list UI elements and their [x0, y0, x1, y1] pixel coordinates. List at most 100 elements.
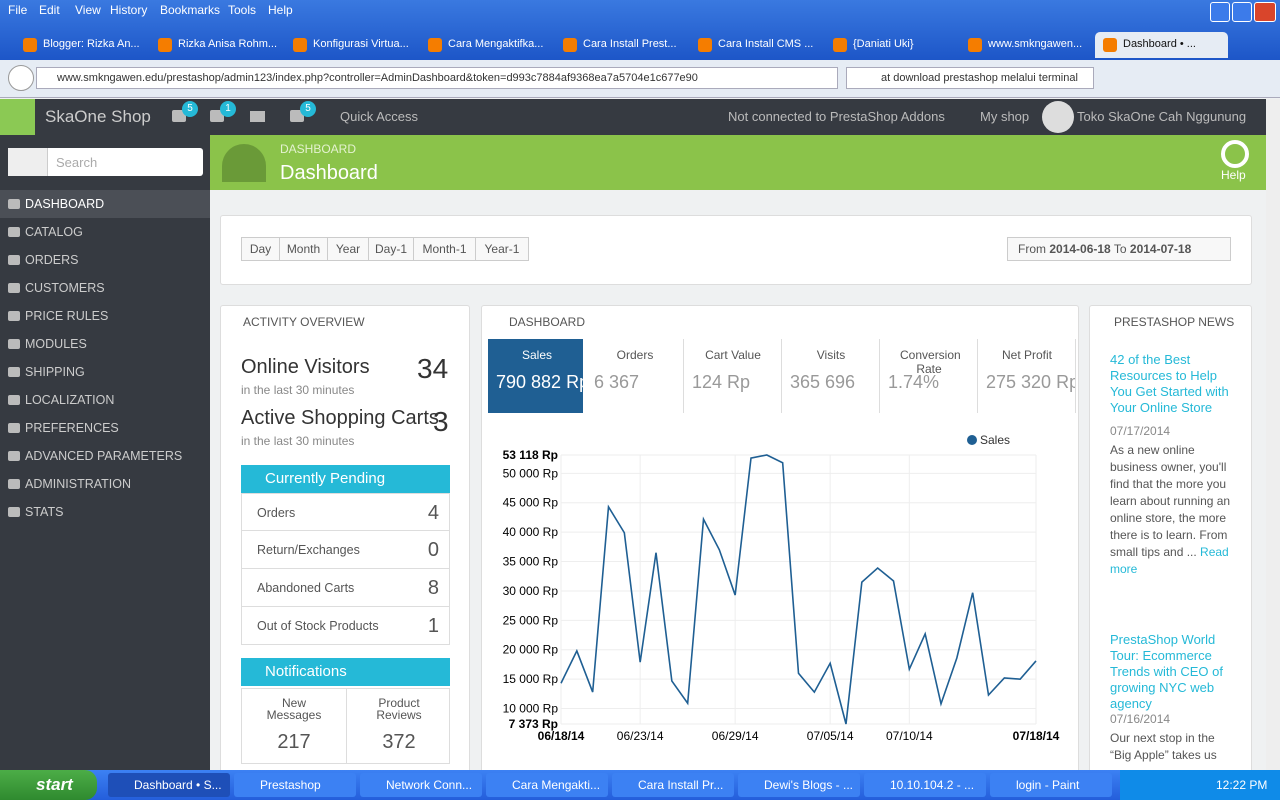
- tab[interactable]: {Daniati Uki}: [825, 32, 958, 58]
- pending-row[interactable]: Out of Stock Products 1: [241, 607, 450, 645]
- date-range-picker[interactable]: From 2014-06-18 To 2014-07-18: [1007, 237, 1231, 261]
- y-tick-label: 45 000 Rp: [503, 496, 559, 510]
- tab[interactable]: Cara Install CMS ...: [690, 32, 823, 58]
- sidebar-label: STATS: [25, 505, 64, 519]
- tab-icon: [968, 38, 982, 52]
- tab-label: Cara Install CMS ...: [718, 38, 814, 50]
- y-tick-label: 20 000 Rp: [503, 643, 559, 657]
- pending-row[interactable]: Return/Exchanges 0: [241, 531, 450, 569]
- tab-label: Konfigurasi Virtua...: [313, 38, 409, 50]
- visitors-sub: in the last 30 minutes: [241, 383, 355, 397]
- sidebar-search[interactable]: Search: [8, 148, 203, 176]
- mail-icon[interactable]: [250, 111, 265, 122]
- tab[interactable]: Blogger: Rizka An...: [15, 32, 148, 58]
- tab[interactable]: Cara Install Prest...: [555, 32, 688, 58]
- tab[interactable]: Cara Mengaktifka...: [420, 32, 553, 58]
- x-tick-label: 07/10/14: [886, 729, 933, 743]
- menu-item[interactable]: File: [8, 3, 28, 17]
- date-button[interactable]: Year-1: [475, 237, 529, 261]
- start-button[interactable]: start: [0, 770, 97, 800]
- scrollbar[interactable]: [1266, 99, 1280, 770]
- menu-item[interactable]: Bookmarks: [160, 3, 221, 17]
- menu-item[interactable]: Edit: [39, 3, 60, 17]
- sidebar-item[interactable]: DASHBOARD: [0, 190, 210, 218]
- help-label[interactable]: Help: [1221, 168, 1246, 182]
- news-title: PRESTASHOP NEWS: [1114, 315, 1235, 329]
- date-button[interactable]: Day: [241, 237, 280, 261]
- kpi[interactable]: Cart Value 124 Rp: [684, 339, 782, 413]
- user-name[interactable]: Toko SkaOne Cah Nggunung: [1077, 109, 1247, 124]
- tab[interactable]: Rizka Anisa Rohm...: [150, 32, 283, 58]
- notifications-header[interactable]: Notifications: [241, 658, 450, 686]
- window-controls[interactable]: [1210, 2, 1278, 22]
- notification-item[interactable]: Product Reviews 372: [346, 689, 450, 763]
- date-button[interactable]: Month: [279, 237, 328, 261]
- tab[interactable]: Konfigurasi Virtua...: [285, 32, 418, 58]
- sidebar-icon: [8, 311, 20, 321]
- menu-item[interactable]: View: [75, 3, 101, 17]
- pending-row[interactable]: Orders 4: [241, 493, 450, 531]
- url-field[interactable]: www.smkngawen.edu/prestashop/admin123/in…: [36, 67, 838, 89]
- menu-item[interactable]: Tools: [228, 3, 257, 17]
- news-list: 42 of the Best Resources to Help You Get…: [1110, 352, 1232, 772]
- sidebar-item[interactable]: LOCALIZATION: [0, 386, 210, 414]
- notification-item[interactable]: New Messages 217: [242, 689, 346, 763]
- kpi[interactable]: Conversion Rate 1.74%: [880, 339, 978, 413]
- taskbar-item[interactable]: Cara Install Pr...: [612, 773, 734, 797]
- kpi[interactable]: Orders 6 367: [586, 339, 684, 413]
- kpi-value: 124 Rp: [692, 372, 751, 392]
- kpi-value: 365 696: [790, 372, 856, 392]
- tab[interactable]: www.smkngawen...: [960, 32, 1093, 58]
- taskbar-item[interactable]: Cara Mengakti...: [486, 773, 608, 797]
- kpi[interactable]: Visits 365 696: [782, 339, 880, 413]
- taskbar-item[interactable]: login - Paint: [990, 773, 1112, 797]
- date-button[interactable]: Month-1: [413, 237, 476, 261]
- menu-item[interactable]: History: [110, 3, 148, 17]
- taskbar-item[interactable]: Network Conn...: [360, 773, 482, 797]
- taskbar-item[interactable]: Dewi's Blogs - ...: [738, 773, 860, 797]
- sidebar-item[interactable]: CUSTOMERS: [0, 274, 210, 302]
- taskbar-item[interactable]: Dashboard • S...: [108, 773, 230, 797]
- news-title[interactable]: 42 of the Best Resources to Help You Get…: [1110, 352, 1229, 415]
- read-more[interactable]: Read more: [1110, 545, 1229, 576]
- sidebar-item[interactable]: PREFERENCES: [0, 414, 210, 442]
- pending-header[interactable]: Currently Pending: [241, 465, 450, 493]
- sidebar-label: CATALOG: [25, 225, 83, 239]
- carts-value: 3: [433, 406, 449, 437]
- search-field[interactable]: at download prestashop melalui terminal: [846, 67, 1094, 89]
- sidebar-item[interactable]: PRICE RULES: [0, 302, 210, 330]
- date-button[interactable]: Day-1: [368, 237, 414, 261]
- news-title[interactable]: PrestaShop World Tour: Ecommerce Trends …: [1110, 632, 1223, 711]
- tab-icon: [158, 38, 172, 52]
- sidebar-item[interactable]: ADMINISTRATION: [0, 470, 210, 498]
- quick-access[interactable]: Quick Access: [340, 109, 419, 124]
- tab-active[interactable]: Dashboard • ...: [1095, 32, 1228, 58]
- sidebar-item[interactable]: ADVANCED PARAMETERS: [0, 442, 210, 470]
- shop-name[interactable]: SkaOne Shop: [45, 107, 151, 126]
- kpi-value: 275 320 Rp: [986, 372, 1076, 392]
- pending-value: 0: [427, 539, 439, 561]
- kpi[interactable]: Net Profit 275 320 Rp: [978, 339, 1076, 413]
- taskbar-item[interactable]: Prestashop: [234, 773, 356, 797]
- kpi-value: 790 882 Rp: [496, 372, 583, 392]
- sidebar-item[interactable]: CATALOG: [0, 218, 210, 246]
- tab-icon: [698, 38, 712, 52]
- taskbar-item[interactable]: 10.10.104.2 - ...: [864, 773, 986, 797]
- addons-status[interactable]: Not connected to PrestaShop Addons: [728, 109, 945, 124]
- activity-title: ACTIVITY OVERVIEW: [243, 315, 365, 329]
- page-header: DASHBOARD Dashboard Help: [210, 135, 1266, 190]
- sidebar-icon: [8, 227, 20, 237]
- tab-icon: [1103, 38, 1117, 52]
- my-shop[interactable]: My shop: [980, 109, 1030, 124]
- pending-row[interactable]: Abandoned Carts 8: [241, 569, 450, 607]
- menu-item[interactable]: Help: [268, 3, 293, 17]
- back-button[interactable]: [8, 65, 34, 91]
- sidebar-item[interactable]: ORDERS: [0, 246, 210, 274]
- sidebar-item[interactable]: STATS: [0, 498, 210, 526]
- kpi[interactable]: Sales 790 882 Rp: [488, 339, 583, 413]
- help-icon[interactable]: [1221, 140, 1249, 168]
- sidebar-item[interactable]: SHIPPING: [0, 358, 210, 386]
- sidebar-item[interactable]: MODULES: [0, 330, 210, 358]
- date-button[interactable]: Year: [327, 237, 369, 261]
